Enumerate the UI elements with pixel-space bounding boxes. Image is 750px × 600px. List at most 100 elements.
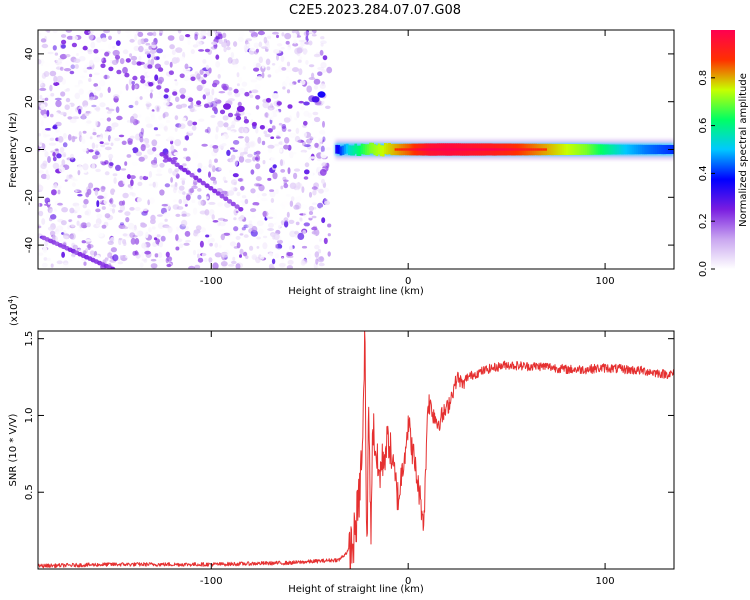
noise-blob <box>74 190 78 194</box>
noise-blob <box>232 140 240 145</box>
y-tick-label: 1.5 <box>24 331 35 347</box>
noise-blob <box>218 221 226 227</box>
noise-blob <box>238 155 245 163</box>
noise-blob <box>237 147 245 154</box>
noise-blob <box>129 207 135 211</box>
noise-blob <box>150 114 156 121</box>
signal-band-cell <box>568 144 571 155</box>
signal-band-cell <box>335 144 338 154</box>
signal-band-cell <box>646 144 650 155</box>
noise-blob <box>270 157 276 162</box>
noise-blob <box>304 169 310 175</box>
noise-blob <box>271 258 276 265</box>
noise-blob <box>156 48 164 54</box>
noise-blob <box>274 69 279 74</box>
noise-blob <box>107 252 113 259</box>
noise-blob <box>241 127 248 134</box>
noise-blob <box>138 55 142 61</box>
noise-blob <box>281 67 287 71</box>
noise-blob <box>208 257 213 263</box>
noise-blob <box>303 110 310 117</box>
noise-blob <box>289 182 297 190</box>
noise-blob <box>227 57 233 64</box>
noise-blob <box>308 77 316 80</box>
noise-blob <box>99 79 106 87</box>
noise-blob <box>306 85 313 93</box>
noise-blob <box>267 228 274 231</box>
noise-blob <box>54 148 59 152</box>
noise-blob <box>222 176 227 182</box>
noise-streak-blob <box>212 106 218 112</box>
noise-blob <box>223 46 227 53</box>
noise-blob <box>220 261 228 267</box>
noise-blob <box>327 233 331 237</box>
noise-blob <box>268 263 274 269</box>
noise-blob <box>201 251 208 259</box>
noise-blob <box>289 151 294 159</box>
signal-band-core <box>420 148 423 151</box>
noise-blob <box>108 153 114 159</box>
noise-blob <box>152 197 156 203</box>
signal-band-core <box>409 148 413 151</box>
noise-blob <box>189 105 195 113</box>
noise-blob <box>285 40 290 45</box>
noise-streak-blob <box>234 204 240 209</box>
noise-streak-blob <box>201 79 207 85</box>
noise-blob <box>44 134 51 137</box>
noise-blob <box>231 260 237 265</box>
noise-streak-blob <box>235 115 242 121</box>
signal-band-core <box>426 148 429 151</box>
signal-band-cell <box>345 143 349 154</box>
noise-blob <box>47 156 51 163</box>
noise-streak-blob <box>170 159 176 165</box>
noise-blob <box>108 35 112 40</box>
noise-blob <box>96 213 103 219</box>
noise-blob <box>130 55 138 61</box>
noise-blob <box>120 168 127 171</box>
noise-blob <box>125 83 129 91</box>
noise-blob <box>40 120 44 127</box>
noise-blob <box>150 218 156 225</box>
noise-streak-blob <box>188 97 194 102</box>
noise-blob <box>134 33 138 41</box>
signal-band-core <box>542 148 546 151</box>
noise-blob <box>95 144 99 149</box>
noise-blob <box>314 244 320 250</box>
noise-blob <box>250 79 258 83</box>
signal-band-core <box>544 148 548 151</box>
colorbar-bar <box>711 30 735 269</box>
noise-blob <box>308 191 313 198</box>
noise-blob <box>318 188 324 194</box>
signal-band-cell <box>610 144 614 155</box>
noise-blob <box>85 191 90 198</box>
noise-blob <box>38 184 44 192</box>
noise-blob <box>244 136 250 143</box>
noise-blob <box>304 181 311 187</box>
noise-blob <box>54 97 62 101</box>
noise-blob <box>275 244 278 249</box>
signal-band-cell <box>555 143 559 156</box>
noise-blob <box>278 263 286 268</box>
noise-blob <box>237 178 243 182</box>
noise-blob <box>93 92 97 96</box>
noise-blob <box>264 125 268 129</box>
noise-blob <box>181 213 187 217</box>
signal-band-core <box>485 148 489 151</box>
noise-blob <box>327 251 331 257</box>
noise-blob <box>63 233 70 240</box>
noise-blob <box>302 230 307 234</box>
noise-blob <box>118 75 123 83</box>
noise-blob <box>321 162 328 168</box>
noise-blob <box>325 105 331 110</box>
noise-blob <box>320 43 324 47</box>
signal-band-core <box>500 148 504 151</box>
noise-blob <box>68 219 73 223</box>
noise-blob <box>254 157 259 161</box>
noise-blob <box>287 167 291 175</box>
noise-blob <box>44 151 49 158</box>
noise-blob <box>69 233 74 240</box>
noise-blob <box>188 265 196 269</box>
noise-blob <box>163 111 169 118</box>
noise-blob <box>280 169 286 173</box>
noise-streak-blob <box>215 191 221 196</box>
